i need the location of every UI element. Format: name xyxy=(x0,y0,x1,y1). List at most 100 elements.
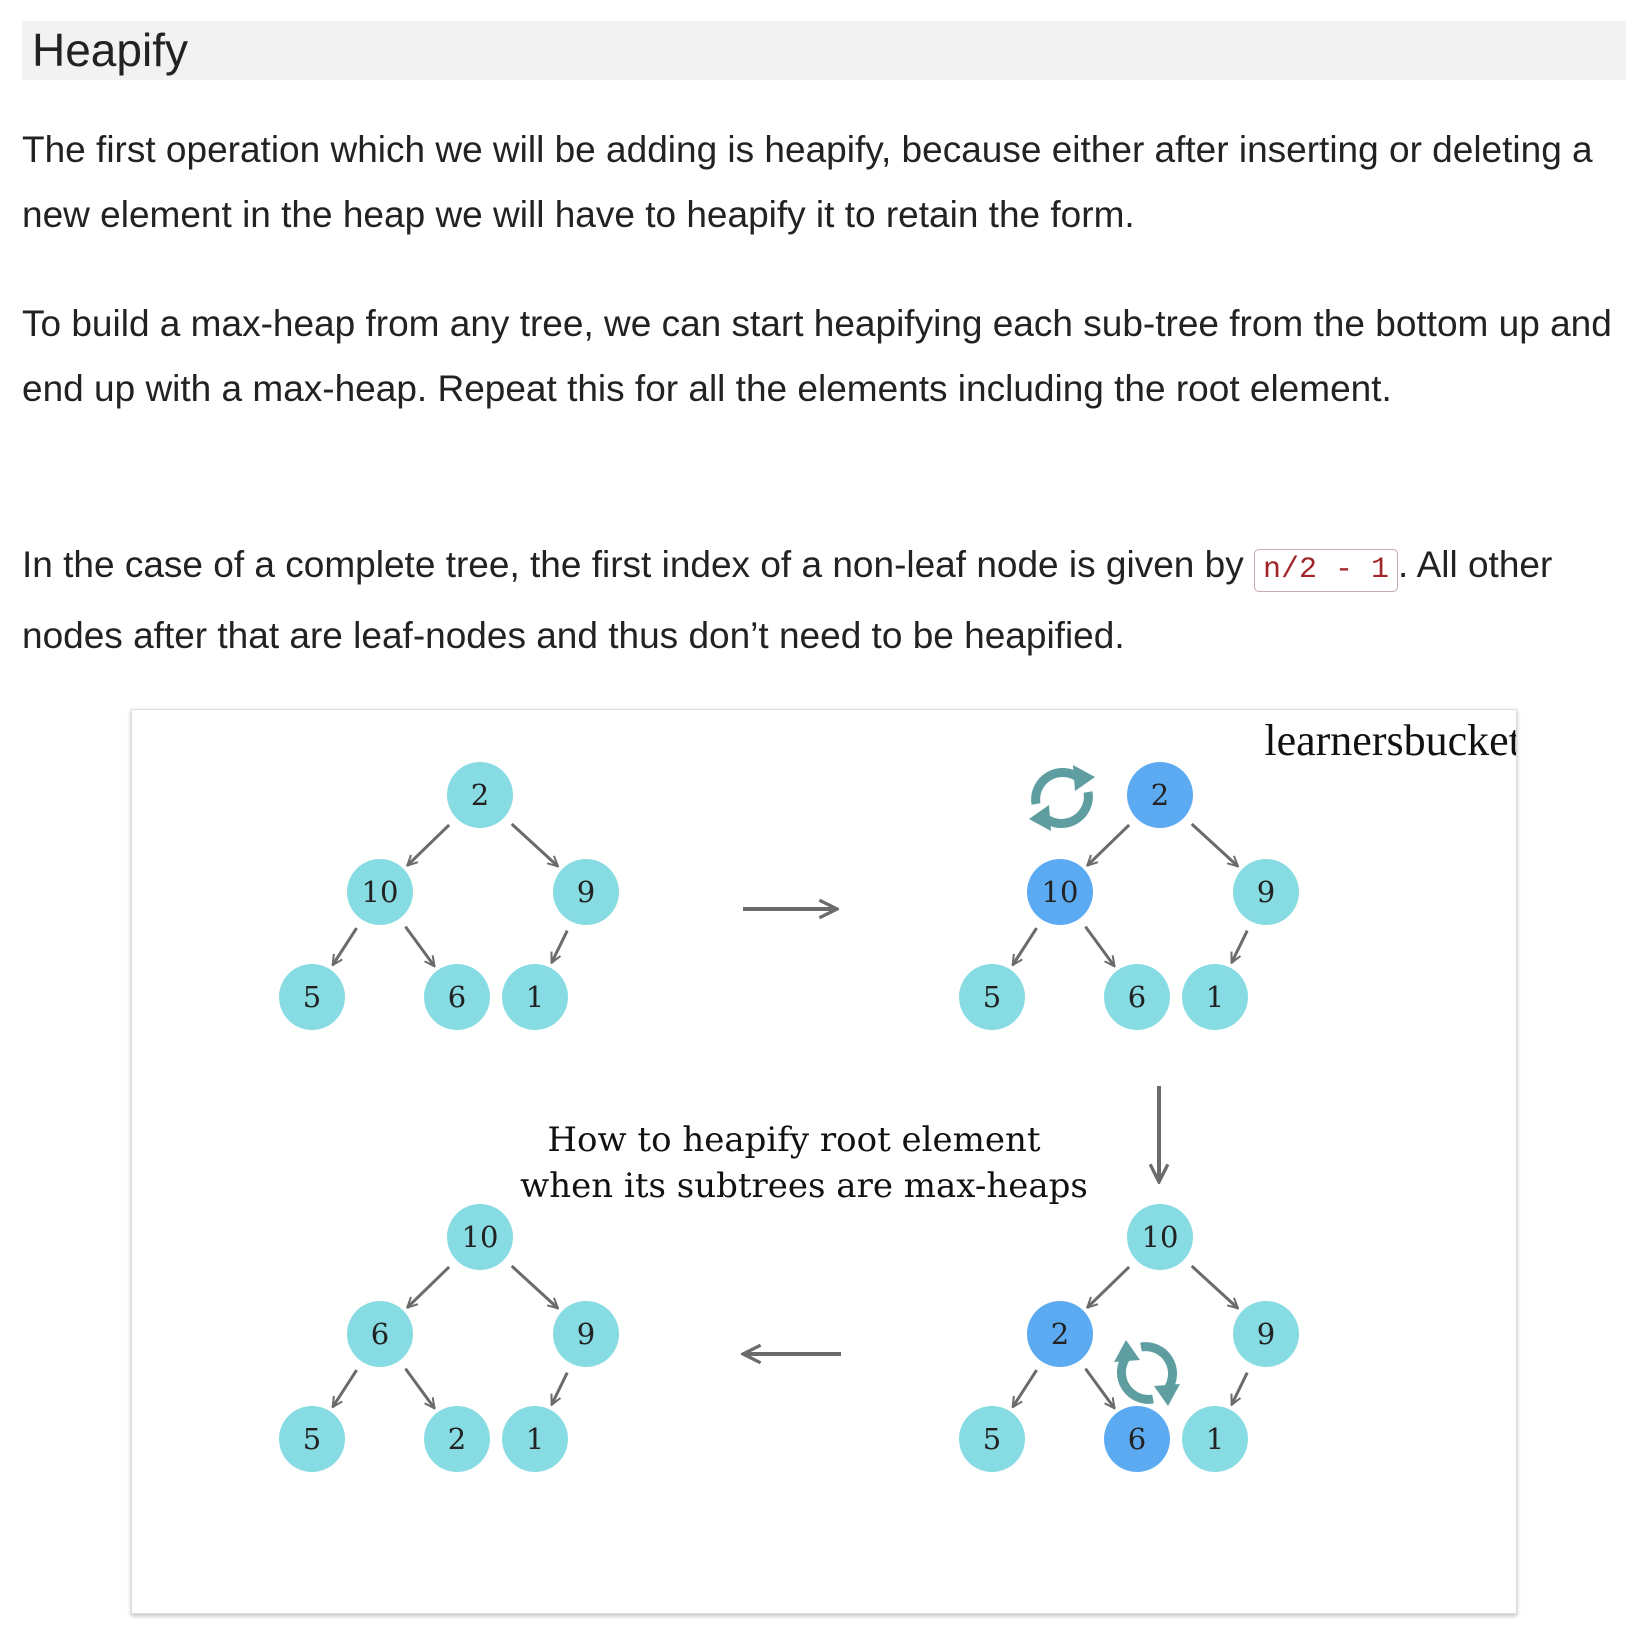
heap-node-value: 9 xyxy=(1257,875,1275,909)
tree-edge-arrow xyxy=(510,1264,558,1308)
heap-node-value: 5 xyxy=(303,980,321,1014)
heapify-diagram-figure: learnersbucket.com 2 10 9 5 6 1 2 10 9 5 6 1 10 2 9 5 6 1… xyxy=(131,709,1517,1614)
tree-edge-arrow xyxy=(510,822,558,866)
tree-edge-arrow xyxy=(1190,822,1238,866)
tree-edge-arrow xyxy=(1230,930,1249,963)
tree-edge-arrow xyxy=(407,1265,451,1308)
heap-node-value: 10 xyxy=(462,1220,499,1254)
heap-node-value: 9 xyxy=(577,1317,595,1351)
heap-node: 1 xyxy=(502,1406,568,1472)
heap-node-value: 6 xyxy=(371,1317,389,1351)
heap-node: 9 xyxy=(1233,1301,1299,1367)
heap-node-circle xyxy=(553,859,619,925)
heap-node: 6 xyxy=(1104,964,1170,1030)
heap-node: 1 xyxy=(1182,964,1248,1030)
heap-node-value: 2 xyxy=(471,778,489,812)
tree-edge-arrow xyxy=(550,930,569,963)
heap-node-value: 2 xyxy=(1051,1317,1069,1351)
heap-node-value: 5 xyxy=(983,1422,1001,1456)
heap-node-circle xyxy=(347,1301,413,1367)
heap-node-value: 1 xyxy=(526,1422,544,1456)
heap-node-circle xyxy=(1233,1301,1299,1367)
heap-node-circle-highlighted xyxy=(1127,762,1193,828)
heap-node-value: 10 xyxy=(362,875,399,909)
heap-node-circle xyxy=(502,964,568,1030)
heap-node: 1 xyxy=(1182,1406,1248,1472)
heap-node-value: 6 xyxy=(1128,1422,1146,1456)
heap-node-circle xyxy=(279,1406,345,1472)
heap-node: 6 xyxy=(1104,1406,1170,1472)
heap-node-circle xyxy=(424,1406,490,1472)
heap-node-circle xyxy=(424,964,490,1030)
paragraph-text-before: In the case of a complete tree, the firs… xyxy=(22,544,1255,585)
heap-node-value: 1 xyxy=(1206,980,1224,1014)
heap-node-circle-highlighted xyxy=(1027,1301,1093,1367)
heap-node: 2 xyxy=(447,762,513,828)
heap-node-circle xyxy=(1182,1406,1248,1472)
heap-node-circle xyxy=(959,1406,1025,1472)
heap-node: 9 xyxy=(553,1301,619,1367)
heap-node-circle xyxy=(1233,859,1299,925)
heap-node-value: 2 xyxy=(1151,778,1169,812)
heap-node-value: 10 xyxy=(1042,875,1079,909)
tree-edge-arrow xyxy=(407,823,451,866)
heap-node: 5 xyxy=(279,964,345,1030)
heap-node-value: 6 xyxy=(1128,980,1146,1014)
heap-node: 1 xyxy=(502,964,568,1030)
paragraph-text-after: . All other nodes after that are leaf-no… xyxy=(22,544,1553,656)
paragraph-build-max-heap: To build a max-heap from any tree, we ca… xyxy=(22,303,1612,409)
tree-edge-arrow xyxy=(550,1372,569,1405)
heap-node-circle xyxy=(553,1301,619,1367)
heap-node-circle-highlighted xyxy=(1027,859,1093,925)
heap-node: 2 xyxy=(1127,762,1193,828)
heap-node: 10 xyxy=(447,1204,513,1270)
tree-edges xyxy=(331,822,1249,1409)
heap-node: 5 xyxy=(959,964,1025,1030)
tree-edge-arrow xyxy=(331,1369,358,1407)
heap-node: 5 xyxy=(959,1406,1025,1472)
section-heading: Heapify xyxy=(22,21,1626,80)
heap-node: 2 xyxy=(424,1406,490,1472)
heap-node: 9 xyxy=(553,859,619,925)
watermark-text: learnersbucket.com xyxy=(1264,716,1516,765)
heap-node: 2 xyxy=(1027,1301,1093,1367)
heap-node-circle xyxy=(1127,1204,1193,1270)
tree-edge-arrow xyxy=(404,1367,434,1409)
heap-node-circle xyxy=(502,1406,568,1472)
heap-node-value: 5 xyxy=(303,1422,321,1456)
tree-edge-arrow xyxy=(404,925,434,967)
heap-node-value: 5 xyxy=(983,980,1001,1014)
heap-node-circle xyxy=(959,964,1025,1030)
caption-line-2: when its subtrees are max-heaps xyxy=(520,1166,1088,1206)
heap-node: 9 xyxy=(1233,859,1299,925)
heap-node-circle xyxy=(447,762,513,828)
heap-node-circle xyxy=(347,859,413,925)
heap-node-circle xyxy=(1104,964,1170,1030)
heap-node-value: 1 xyxy=(526,980,544,1014)
heap-node-circle xyxy=(279,964,345,1030)
heap-node-value: 6 xyxy=(448,980,466,1014)
tree-edge-arrow xyxy=(1190,1264,1238,1308)
heap-node: 10 xyxy=(1127,1204,1193,1270)
heap-node-circle xyxy=(447,1204,513,1270)
heap-node-circle-highlighted xyxy=(1104,1406,1170,1472)
heap-node-circle xyxy=(1182,964,1248,1030)
swap-icon xyxy=(1114,1340,1180,1406)
heap-node: 5 xyxy=(279,1406,345,1472)
caption-line-1: How to heapify root element xyxy=(547,1120,1041,1160)
heapify-diagram: learnersbucket.com 2 10 9 5 6 1 2 10 9 5 6 1 10 2 9 5 6 1… xyxy=(279,716,1516,1472)
tree-edge-arrow xyxy=(1011,927,1038,965)
paragraph-heapify-intro: The first operation which we will be add… xyxy=(22,129,1593,235)
swap-icon xyxy=(1029,765,1095,831)
tree-edge-arrow xyxy=(1011,1369,1038,1407)
tree-nodes: 2 10 9 5 6 1 2 10 9 5 6 1 10 2 9 5 6 1 10 6 9 5 2 1 xyxy=(279,762,1299,1472)
heap-node: 10 xyxy=(347,859,413,925)
heap-node-value: 2 xyxy=(448,1422,466,1456)
tree-edge-arrow xyxy=(331,927,358,965)
tree-edge-arrow xyxy=(1084,925,1114,967)
tree-edge-arrow xyxy=(1087,1265,1131,1308)
heap-node-value: 10 xyxy=(1142,1220,1179,1254)
heap-node-value: 9 xyxy=(1257,1317,1275,1351)
heap-node-value: 1 xyxy=(1206,1422,1224,1456)
